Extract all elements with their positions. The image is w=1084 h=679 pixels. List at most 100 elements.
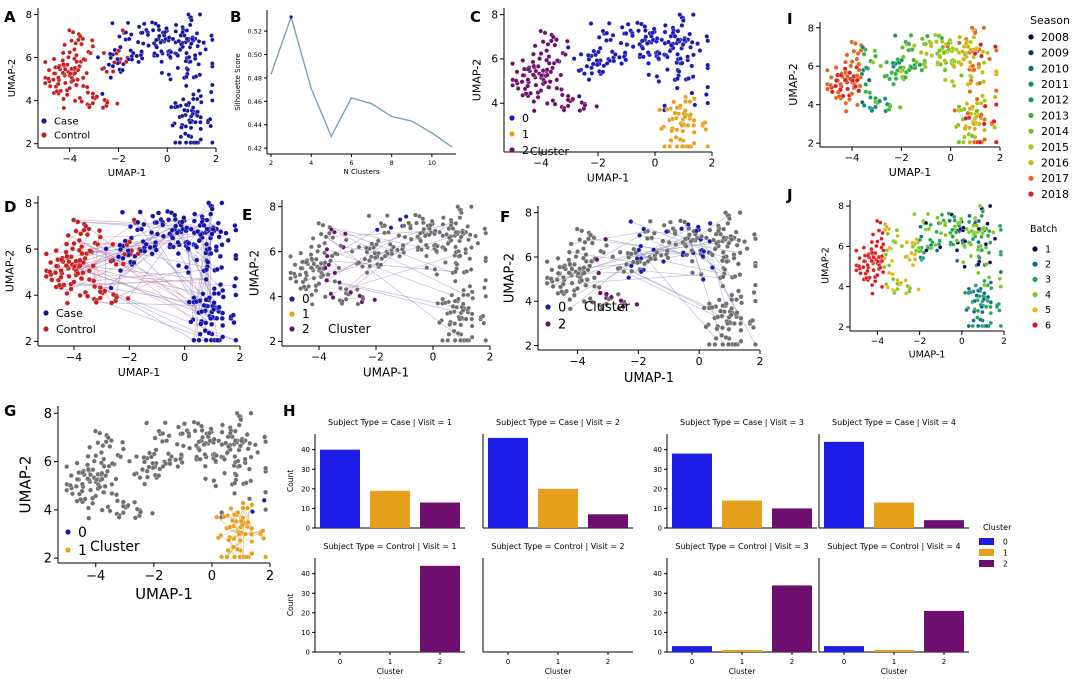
data-point bbox=[97, 484, 103, 490]
bar-cluster-0 bbox=[488, 437, 528, 528]
data-point bbox=[199, 99, 204, 105]
data-point bbox=[571, 56, 577, 62]
x-tick-label: −2 bbox=[913, 337, 926, 347]
data-point bbox=[458, 234, 464, 240]
data-point bbox=[151, 451, 157, 457]
data-point bbox=[147, 244, 153, 250]
data-point bbox=[337, 280, 342, 285]
data-point bbox=[372, 297, 378, 303]
data-point bbox=[107, 51, 113, 57]
data-point bbox=[185, 67, 191, 73]
data-point bbox=[585, 52, 591, 58]
data-point bbox=[865, 268, 870, 274]
data-point bbox=[215, 535, 221, 541]
data-point bbox=[263, 507, 269, 513]
data-point bbox=[208, 211, 214, 217]
data-point bbox=[176, 38, 182, 44]
data-point bbox=[186, 299, 192, 305]
data-point bbox=[206, 330, 212, 336]
data-point bbox=[211, 290, 217, 297]
data-point bbox=[231, 512, 237, 518]
data-point bbox=[624, 42, 630, 47]
data-point bbox=[661, 222, 667, 228]
data-point bbox=[897, 105, 903, 110]
data-point bbox=[988, 320, 993, 326]
data-point bbox=[155, 53, 160, 58]
data-point bbox=[619, 61, 624, 66]
data-point bbox=[557, 264, 563, 270]
bar-cluster-2 bbox=[772, 508, 812, 528]
data-point bbox=[641, 226, 647, 232]
data-point bbox=[875, 239, 880, 244]
data-point bbox=[177, 47, 183, 53]
data-point bbox=[659, 37, 665, 43]
data-point bbox=[912, 257, 918, 262]
data-point bbox=[418, 238, 424, 244]
data-point bbox=[596, 270, 602, 276]
data-point bbox=[661, 259, 666, 264]
x-tick-label: 2 bbox=[213, 154, 219, 165]
data-point bbox=[880, 230, 885, 236]
data-point bbox=[642, 261, 648, 267]
data-point bbox=[402, 234, 408, 240]
data-point bbox=[109, 481, 115, 487]
data-point bbox=[542, 79, 548, 85]
data-point bbox=[967, 219, 972, 225]
data-point bbox=[232, 480, 238, 486]
data-point bbox=[389, 251, 395, 257]
legend-marker bbox=[509, 131, 515, 137]
data-point bbox=[677, 137, 683, 142]
data-point bbox=[672, 231, 678, 237]
data-point bbox=[322, 260, 328, 265]
data-point bbox=[881, 242, 886, 247]
data-point bbox=[372, 250, 378, 256]
data-point bbox=[988, 310, 993, 316]
data-point bbox=[470, 295, 476, 301]
data-point bbox=[971, 67, 977, 73]
data-point bbox=[332, 279, 338, 284]
data-point bbox=[132, 515, 138, 521]
data-point bbox=[288, 254, 293, 259]
y-tick-label: 4 bbox=[525, 295, 532, 308]
data-point bbox=[116, 48, 122, 54]
data-point bbox=[934, 248, 940, 253]
data-point bbox=[737, 272, 743, 278]
data-point bbox=[240, 505, 246, 511]
data-point bbox=[239, 522, 245, 528]
legend-label: 2 bbox=[302, 322, 310, 336]
data-point bbox=[510, 61, 515, 66]
legend-label: 2008 bbox=[1041, 31, 1069, 44]
data-point bbox=[204, 226, 210, 232]
legend-label: 3 bbox=[1045, 275, 1051, 286]
data-point bbox=[360, 264, 365, 269]
data-point bbox=[647, 218, 653, 224]
data-point bbox=[864, 275, 869, 281]
data-point bbox=[364, 249, 370, 255]
data-point bbox=[200, 434, 206, 440]
data-point bbox=[99, 507, 105, 513]
bar-cluster-0 bbox=[320, 449, 360, 528]
data-point bbox=[226, 537, 232, 543]
data-point bbox=[662, 144, 667, 149]
data-point bbox=[180, 443, 186, 449]
data-point bbox=[210, 98, 215, 103]
x-tick-label: 4 bbox=[309, 159, 313, 167]
data-point bbox=[378, 262, 384, 268]
data-point bbox=[187, 119, 193, 125]
data-point bbox=[630, 33, 635, 39]
data-point bbox=[531, 99, 537, 104]
data-point bbox=[125, 248, 131, 254]
data-point bbox=[531, 63, 537, 69]
data-point bbox=[60, 58, 66, 63]
data-point bbox=[734, 297, 739, 303]
legend-marker bbox=[43, 310, 49, 316]
trajectory-line bbox=[617, 268, 718, 318]
data-point bbox=[68, 254, 74, 260]
data-point bbox=[101, 463, 107, 469]
data-point bbox=[237, 463, 242, 469]
data-point bbox=[955, 258, 960, 263]
data-point bbox=[208, 315, 214, 321]
data-point bbox=[645, 258, 651, 264]
data-point bbox=[337, 285, 343, 291]
